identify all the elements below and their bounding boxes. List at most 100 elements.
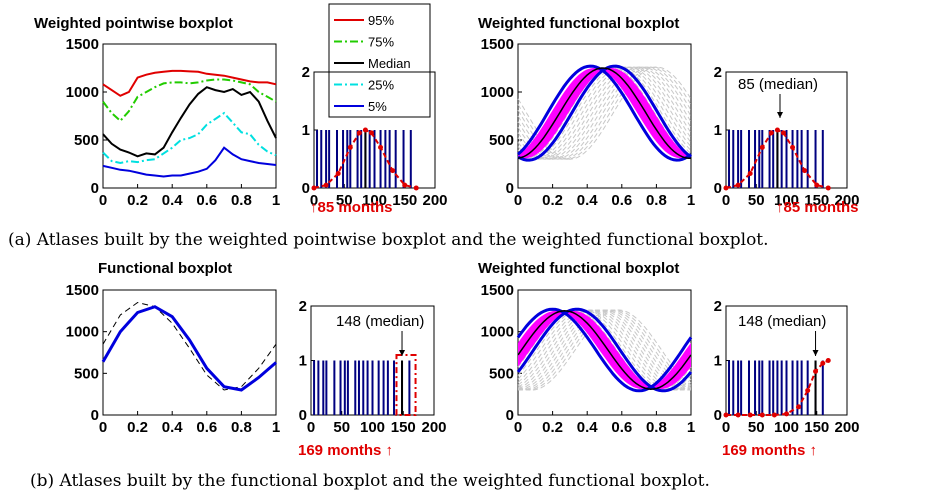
- y-tick-label: 1500: [481, 36, 514, 53]
- x-tick-label: 150: [391, 419, 416, 436]
- x-tick-label: 0.4: [577, 192, 599, 209]
- x-tick-label: 0.2: [542, 419, 563, 436]
- x-tick-label: 200: [834, 192, 859, 209]
- y-tick-label: 1500: [481, 282, 514, 299]
- x-tick-label: 0.8: [646, 419, 667, 436]
- y-tick-label: 1: [714, 122, 722, 139]
- x-tick-label: 0: [722, 192, 730, 209]
- legend-entry: 25%: [368, 78, 394, 93]
- x-tick-label: 0.6: [196, 192, 217, 209]
- x-tick-label: 0: [514, 419, 522, 436]
- x-tick-label: 50: [748, 192, 765, 209]
- weight-point: [805, 387, 811, 393]
- weight-point: [814, 182, 820, 188]
- y-tick-label: 1000: [481, 324, 514, 341]
- weight-point: [790, 144, 796, 150]
- annotation-arrowhead: [399, 350, 406, 356]
- sample-curve: [517, 309, 692, 391]
- y-tick-label: 2: [714, 64, 722, 81]
- x-tick-label: 0.2: [542, 192, 563, 209]
- title-a-right: Weighted functional boxplot: [478, 15, 679, 32]
- x-tick-label: 0.2: [127, 192, 148, 209]
- x-tick-label: 1: [272, 419, 280, 436]
- y-tick-label: 2: [302, 64, 310, 81]
- y-tick-label: 1: [302, 122, 310, 139]
- series-line: [102, 86, 277, 158]
- sample-curve: [517, 66, 692, 160]
- plot-frame: [102, 43, 277, 189]
- sample-curve: [517, 66, 692, 160]
- x-tick-label: 0.6: [611, 192, 632, 209]
- weight-point: [323, 182, 329, 188]
- weight-point: [768, 130, 774, 136]
- x-tick-label: 0.4: [162, 192, 184, 209]
- title-b-right: Weighted functional boxplot: [478, 260, 679, 277]
- x-tick-label: 1: [687, 419, 695, 436]
- box-outline: [395, 354, 417, 416]
- y-tick-label: 1: [714, 353, 722, 370]
- weight-point: [825, 185, 831, 191]
- chart-a-pointwise: 0 0.2 0.4 0.6 0.8 1 0 500 1000 1500: [66, 36, 281, 209]
- x-tick-label: 0: [99, 419, 107, 436]
- x-tick-label: 100: [774, 192, 799, 209]
- caption-b: (b) Atlases built by the functional boxp…: [30, 471, 710, 491]
- y-tick-label: 1: [299, 353, 307, 370]
- weight-point: [796, 404, 802, 410]
- weight-point: [735, 182, 741, 188]
- legend: 95% 75% Median 25% 5%: [328, 3, 431, 118]
- y-tick-label: 0: [714, 180, 722, 197]
- weight-point: [780, 130, 786, 136]
- legend-box: [328, 3, 431, 118]
- chart-b-weighted-functional: 0 0.2 0.4 0.6 0.8 1 0 500 1000 1500: [481, 282, 696, 436]
- weight-point: [362, 127, 368, 133]
- x-tick-label: 1: [687, 192, 695, 209]
- chart-a-functional: 0 0.2 0.4 0.6 0.8 1 0 500 1000 1500: [481, 36, 696, 209]
- weight-point: [335, 171, 341, 176]
- y-tick-label: 500: [489, 365, 514, 382]
- y-tick-label: 0: [299, 407, 307, 424]
- y-tick-label: 500: [489, 132, 514, 149]
- legend-entry: 95%: [368, 13, 394, 28]
- y-tick-label: 0: [714, 407, 722, 424]
- plot-frame: [102, 289, 277, 416]
- weight-point: [723, 412, 729, 418]
- legend-entry: 75%: [368, 35, 394, 50]
- weight-point: [747, 171, 753, 176]
- annotation-arrowhead: [812, 350, 819, 356]
- x-tick-label: 50: [333, 419, 350, 436]
- y-tick-label: 0: [302, 180, 310, 197]
- y-tick-label: 0: [91, 180, 99, 197]
- y-tick-label: 2: [299, 298, 307, 315]
- annotation-a-median: 85 (median): [738, 76, 818, 93]
- x-tick-label: 200: [421, 419, 446, 436]
- weight-point: [802, 168, 808, 174]
- sample-curve: [517, 66, 692, 160]
- annotation-arrowhead: [777, 112, 783, 118]
- x-tick-label: 150: [392, 192, 417, 209]
- sample-curve: [517, 66, 692, 160]
- weight-point: [402, 182, 408, 188]
- series-line: [102, 78, 277, 123]
- x-tick-label: 0: [99, 192, 107, 209]
- label-b-left-months: 169 months ↑: [298, 442, 393, 459]
- sample-curve: [517, 309, 692, 391]
- envelope-curve: [516, 307, 693, 393]
- label-b-right-months: 169 months ↑: [722, 442, 817, 459]
- y-tick-label: 1500: [66, 36, 99, 53]
- y-tick-label: 1000: [66, 84, 99, 101]
- x-tick-label: 50: [336, 192, 353, 209]
- weight-point: [368, 130, 374, 136]
- annotation-b-left-median: 148 (median): [336, 313, 424, 330]
- envelope-curve: [517, 64, 692, 162]
- weight-point: [723, 185, 729, 191]
- x-tick-label: 0.6: [611, 419, 632, 436]
- sample-curve: [517, 66, 692, 160]
- x-tick-label: 200: [834, 419, 859, 436]
- sample-curve: [517, 66, 692, 160]
- weight-point: [771, 412, 777, 418]
- series-line: [102, 69, 277, 97]
- envelope-curve: [516, 307, 693, 393]
- x-tick-label: 0.8: [231, 192, 252, 209]
- weight-point: [774, 127, 780, 133]
- caption-a: (a) Atlases built by the weighted pointw…: [8, 230, 769, 250]
